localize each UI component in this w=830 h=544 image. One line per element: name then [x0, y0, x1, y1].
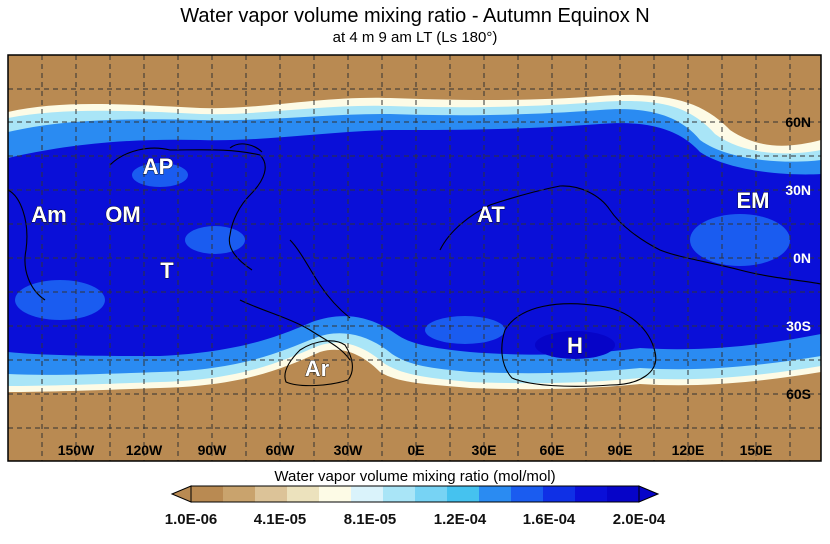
lat-label: 30N [785, 182, 811, 198]
lon-label: 60W [266, 442, 296, 458]
wet-band-core [8, 123, 821, 356]
colorbar-cell [511, 486, 544, 502]
region-label-ar: Ar [305, 356, 330, 381]
colorbar-cell [543, 486, 576, 502]
region-label-om: OM [105, 202, 140, 227]
north-dry-band [8, 55, 821, 89]
moist-patch [425, 316, 505, 344]
colorbar-cell [415, 486, 448, 502]
region-label-h: H [567, 333, 583, 358]
map-subtitle: at 4 m 9 am LT (Ls 180°) [332, 29, 498, 46]
region-labels: Am OM AP T AT EM H Ar [31, 154, 770, 382]
coastlines [8, 143, 821, 387]
lat-label: 30S [786, 318, 811, 334]
region-label-ap: AP [143, 154, 174, 179]
lat-label: 0N [793, 250, 811, 266]
colorbar-cell [607, 486, 640, 502]
moist-patch [690, 214, 790, 266]
moist-patch [15, 280, 105, 320]
lon-label: 150E [740, 442, 773, 458]
colorbar-cell [191, 486, 224, 502]
colorbar-tick-label: 4.1E-05 [253, 511, 307, 528]
colorbar-frame [190, 485, 640, 503]
region-label-em: EM [737, 188, 770, 213]
colorbar-title: Water vapor volume mixing ratio (mol/mol… [274, 468, 556, 485]
lon-label: 150W [58, 442, 95, 458]
colorbar-tick-label: 1.6E-04 [522, 511, 576, 528]
colorbar-cell [255, 486, 288, 502]
grid-lines [8, 55, 821, 461]
colorbar-cell [447, 486, 480, 502]
lat-label: 60N [785, 114, 811, 130]
colorbar-cell [319, 486, 352, 502]
colorbar-tick-label: 8.1E-05 [343, 511, 397, 528]
map-frame [7, 54, 822, 462]
lon-label: 90W [198, 442, 228, 458]
colorbar-cell [575, 486, 608, 502]
moist-patch [132, 163, 188, 187]
region-label-at: AT [477, 202, 505, 227]
colorbar-tick-label: 1.2E-04 [433, 511, 487, 528]
region-label-t: T [160, 258, 174, 283]
lon-label: 120W [126, 442, 163, 458]
colorbar-cell [223, 486, 256, 502]
lon-label: 0E [407, 442, 424, 458]
colorbar-cell [287, 486, 320, 502]
lon-label: 120E [672, 442, 705, 458]
latitude-labels: 60N 30N 0N 30S 60S [785, 114, 811, 402]
region-label-am: Am [31, 202, 66, 227]
colorbar [170, 485, 660, 503]
moist-patch [535, 331, 615, 359]
map-title: Water vapor volume mixing ratio - Autumn… [180, 5, 650, 27]
colorbar-low-arrow [170, 485, 192, 503]
map-plot-area: 150W 120W 90W 60W 30W 0E 30E 60E 90E 120… [8, 55, 821, 461]
lon-label: 90E [608, 442, 633, 458]
colorbar-cell [383, 486, 416, 502]
colorbar-high-arrow [638, 485, 660, 503]
colorbar-tick-label: 2.0E-04 [612, 511, 666, 528]
colorbar-cell [351, 486, 384, 502]
lat-label: 60S [786, 386, 811, 402]
lon-label: 30W [334, 442, 364, 458]
colorbar-cell [479, 486, 512, 502]
colorbar-tick-label: 1.0E-06 [164, 511, 218, 528]
lon-label: 30E [472, 442, 497, 458]
longitude-labels: 150W 120W 90W 60W 30W 0E 30E 60E 90E 120… [58, 442, 773, 458]
moist-patch [185, 226, 245, 254]
lon-label: 60E [540, 442, 565, 458]
